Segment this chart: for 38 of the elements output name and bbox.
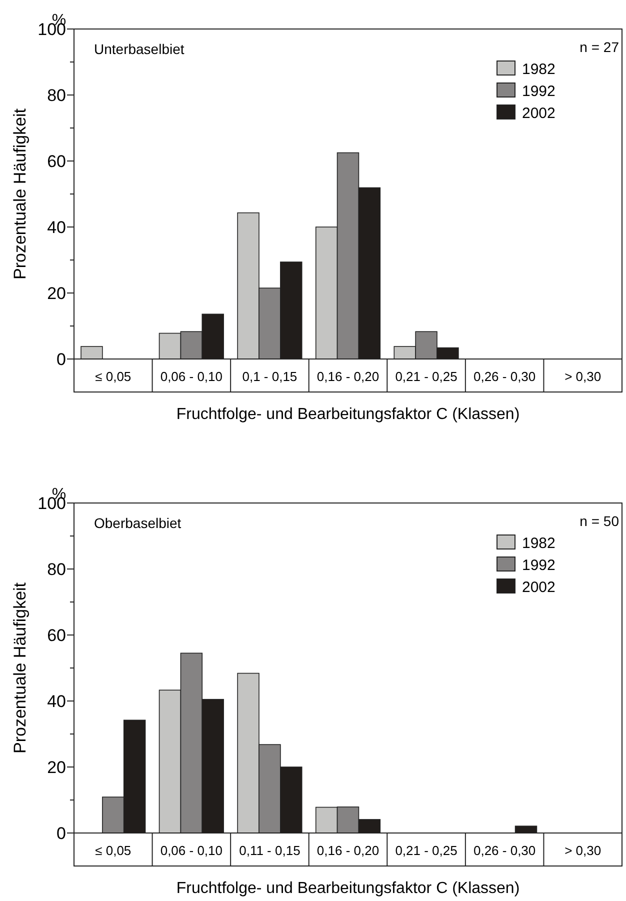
y-tick-label: 80 [47, 86, 66, 105]
y-axis-title: Prozentuale Häufigkeit [10, 108, 30, 280]
legend-label: 1992 [522, 83, 556, 100]
y-tick-label: 0 [56, 350, 66, 369]
x-tick-label: > 0,30 [564, 369, 602, 384]
x-axis-title: Fruchtfolge- und Bearbeitungsfaktor C (Klassen) [176, 406, 520, 423]
x-tick-label: 0,26 - 0,30 [473, 369, 536, 384]
y-tick-label: 20 [47, 284, 66, 303]
legend-label: 2002 [522, 579, 556, 596]
x-tick-label: ≤ 0,05 [95, 843, 132, 858]
text: Unterbaselbiet [94, 41, 184, 57]
legend-label: 1992 [522, 557, 556, 574]
x-tick-label: 0,1 - 0,15 [242, 369, 298, 384]
x-axis-title: Fruchtfolge- und Bearbeitungsfaktor C (Klassen) [176, 880, 520, 897]
y-tick-label: 20 [47, 758, 66, 777]
x-tick-label: ≤ 0,05 [95, 369, 132, 384]
x-tick-label: 0,16 - 0,20 [316, 843, 380, 858]
x-tick-label: 0,16 - 0,20 [316, 369, 380, 384]
x-tick-label: 0,06 - 0,10 [160, 369, 223, 384]
y-tick-label: 40 [47, 692, 66, 711]
x-tick-label: > 0,30 [564, 843, 602, 858]
legend-label: 1982 [522, 61, 556, 78]
y-tick-label: 80 [47, 560, 66, 579]
x-tick-label: 0,21 - 0,25 [395, 369, 458, 384]
annotation: n = 27 [580, 39, 620, 55]
annotation: n = 50 [580, 513, 620, 529]
y-axis-title: Prozentuale Häufigkeit [10, 582, 30, 754]
text: Oberbaselbiet [94, 515, 182, 531]
y-tick-label: 60 [47, 152, 66, 171]
x-tick-label: 0,11 - 0,15 [239, 843, 300, 858]
x-tick-label: 0,21 - 0,25 [395, 843, 458, 858]
legend-label: 2002 [522, 105, 556, 122]
x-tick-label: 0,26 - 0,30 [473, 843, 536, 858]
y-tick-label: 40 [47, 218, 66, 237]
x-tick-label: 0,06 - 0,10 [160, 843, 223, 858]
y-tick-label: 60 [47, 626, 66, 645]
legend-label: 1982 [522, 535, 556, 552]
y-tick-label: 0 [56, 824, 66, 843]
